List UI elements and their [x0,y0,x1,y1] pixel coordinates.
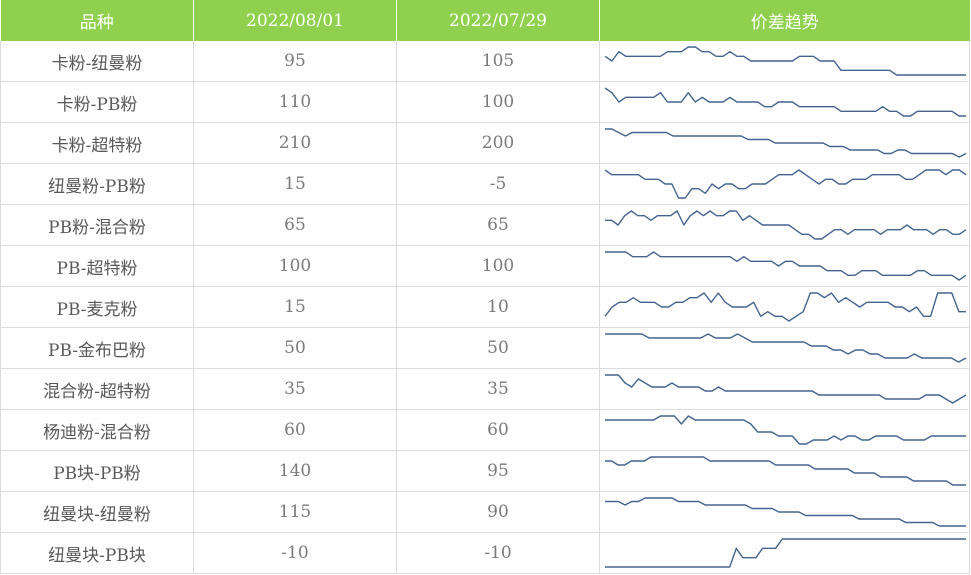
row-trend-cell [599,368,970,410]
table-row[interactable]: 混合粉-超特粉 35 35 [0,368,970,410]
sparkline-series-line [605,497,966,527]
row-variety-name: 混合粉-超特粉 [0,368,194,410]
sparkline-series-line [605,210,967,240]
table-row[interactable]: 卡粉-PB粉 110 100 [0,81,970,123]
header-date-1[interactable]: 2022/08/01 [193,0,397,41]
row-value-date-1: 60 [193,409,397,451]
row-variety-name: PB-超特粉 [0,245,194,287]
row-value-date-1: 15 [193,163,397,205]
sparkline-series-line [604,169,967,199]
sparkline-series-line [604,46,966,76]
row-trend-cell [599,450,970,492]
row-value-date-2: 90 [396,491,600,533]
row-variety-name: 纽曼块-纽曼粉 [0,491,194,533]
row-trend-cell [599,532,970,574]
row-variety-name: PB粉-混合粉 [0,204,194,246]
header-trend[interactable]: 价差趋势 [599,0,970,41]
sparkline-chart [605,415,966,445]
row-value-date-1: 115 [193,491,397,533]
sparkline-chart [604,292,966,322]
row-value-date-2: 105 [396,41,600,82]
row-value-date-2: 35 [396,368,600,410]
row-variety-name: 卡粉-PB粉 [0,81,194,123]
row-value-date-2: -5 [396,163,600,205]
row-variety-name: PB-麦克粉 [0,286,194,328]
row-trend-cell [599,41,970,82]
row-value-date-1: 100 [193,245,397,287]
sparkline-chart [605,538,966,568]
row-trend-cell [599,204,970,246]
sparkline-chart [605,251,967,281]
sparkline-chart [604,87,966,117]
row-value-date-2: 200 [396,122,600,164]
sparkline-chart [604,46,966,76]
table-row[interactable]: PB粉-混合粉 65 65 [0,204,970,246]
sparkline-series-line [605,538,966,568]
row-variety-name: 纽曼粉-PB粉 [0,163,194,205]
sparkline-chart [605,210,967,240]
sparkline-series-line [605,333,967,363]
row-value-date-1: -10 [193,532,397,574]
sparkline-series-line [604,87,966,117]
row-value-date-1: 110 [193,81,397,123]
row-variety-name: 卡粉-超特粉 [0,122,194,164]
table-row[interactable]: PB-超特粉 100 100 [0,245,970,287]
row-value-date-2: 65 [396,204,600,246]
row-trend-cell [599,286,970,328]
row-value-date-1: 15 [193,286,397,328]
table-row[interactable]: 纽曼粉-PB粉 15 -5 [0,163,970,205]
sparkline-series-line [605,251,967,281]
sparkline-chart [605,456,966,486]
row-value-date-2: -10 [396,532,600,574]
sparkline-series-line [605,374,967,404]
row-value-date-2: 100 [396,81,600,123]
row-value-date-2: 10 [396,286,600,328]
sparkline-series-line [604,292,966,322]
header-date-2[interactable]: 2022/07/29 [396,0,600,41]
table-row[interactable]: 卡粉-超特粉 210 200 [0,122,970,164]
sparkline-chart [605,128,967,158]
row-trend-cell [599,163,970,205]
row-value-date-2: 60 [396,409,600,451]
row-value-date-1: 210 [193,122,397,164]
sparkline-chart [605,497,966,527]
row-trend-cell [599,409,970,451]
row-value-date-1: 140 [193,450,397,492]
table-row[interactable]: PB-麦克粉 15 10 [0,286,970,328]
row-value-date-2: 50 [396,327,600,369]
sparkline-series-line [605,415,966,445]
table-row[interactable]: 卡粉-纽曼粉 95 105 [0,41,970,82]
row-value-date-2: 95 [396,450,600,492]
sparkline-chart [605,333,967,363]
row-variety-name: 纽曼块-PB块 [0,532,194,574]
row-trend-cell [599,327,970,369]
row-value-date-1: 65 [193,204,397,246]
row-variety-name: 卡粉-纽曼粉 [0,41,194,82]
row-variety-name: PB块-PB粉 [0,450,194,492]
row-variety-name: 杨迪粉-混合粉 [0,409,194,451]
row-value-date-1: 35 [193,368,397,410]
table-body: 卡粉-纽曼粉 95 105 卡粉-PB粉 110 100 卡粉-超特粉 210 200 纽曼粉-P… [0,41,970,574]
table-row[interactable]: 纽曼块-纽曼粉 115 90 [0,491,970,533]
row-trend-cell [599,491,970,533]
row-value-date-1: 95 [193,41,397,82]
row-trend-cell [599,81,970,123]
table-row[interactable]: 杨迪粉-混合粉 60 60 [0,409,970,451]
table-row[interactable]: 纽曼块-PB块 -10 -10 [0,532,970,574]
row-trend-cell [599,122,970,164]
table-header-row: 品种 2022/08/01 2022/07/29 价差趋势 [0,0,970,41]
table-row[interactable]: PB块-PB粉 140 95 [0,450,970,492]
row-variety-name: PB-金布巴粉 [0,327,194,369]
row-value-date-2: 100 [396,245,600,287]
sparkline-chart [604,169,967,199]
header-variety[interactable]: 品种 [0,0,194,41]
sparkline-chart [605,374,967,404]
row-value-date-1: 50 [193,327,397,369]
sparkline-series-line [605,456,966,486]
table-row[interactable]: PB-金布巴粉 50 50 [0,327,970,369]
sparkline-series-line [605,128,967,158]
row-trend-cell [599,245,970,287]
